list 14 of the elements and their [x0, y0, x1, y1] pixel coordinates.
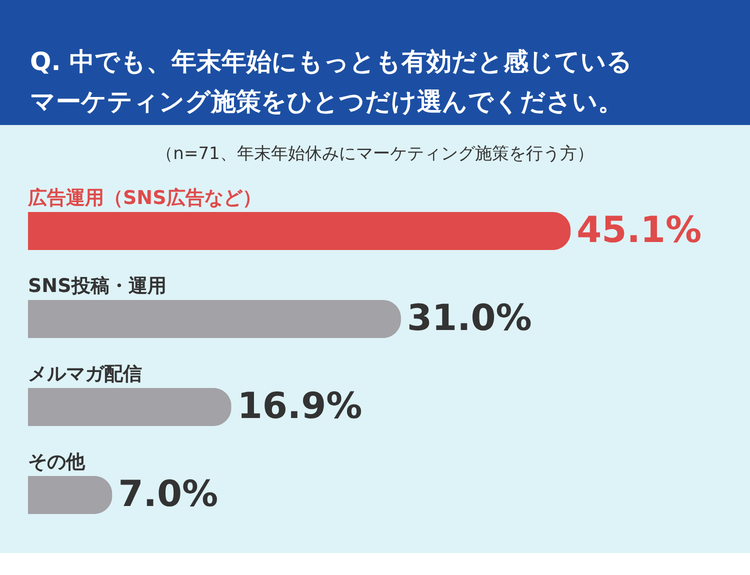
y-tick-label: メルマガ配信 — [28, 362, 142, 385]
bar — [28, 476, 112, 514]
y-tick-label: SNS投稿・運用 — [28, 275, 166, 298]
data-label: 7.0% — [118, 474, 218, 515]
y-tick-label: その他 — [28, 450, 86, 473]
bar — [28, 388, 232, 426]
data-label: 45.1% — [576, 210, 702, 252]
data-label: 31.0% — [406, 298, 532, 340]
bar — [28, 300, 401, 338]
chart-subtitle: （n=71、年末年始休みにマーケティング施策を行う方） — [156, 144, 594, 164]
data-label: 16.9% — [237, 386, 362, 427]
chart-title: Q. 中でも、年末年始にもっとも有効だと感じているマーケティング施策をひとつだけ選んでください。 — [30, 47, 632, 116]
bar — [28, 212, 571, 250]
y-tick-label: 広告運用（SNS広告など） — [27, 187, 262, 210]
